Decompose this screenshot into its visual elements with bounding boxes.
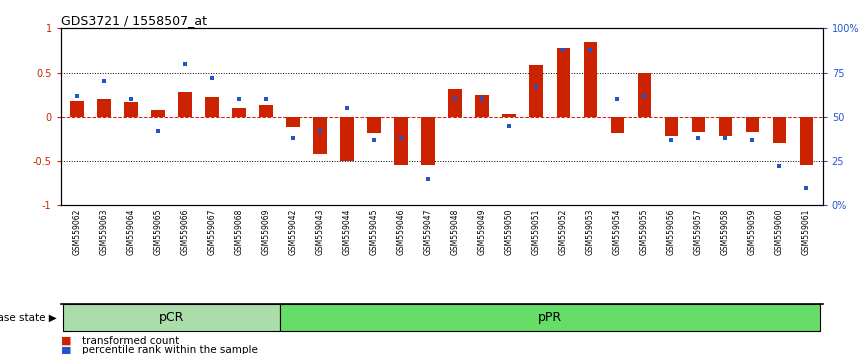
Text: GSM559043: GSM559043 <box>315 209 325 255</box>
Bar <box>97 99 111 117</box>
Text: GSM559062: GSM559062 <box>73 209 81 255</box>
Bar <box>287 117 300 127</box>
Text: GSM559065: GSM559065 <box>153 209 163 255</box>
Text: GSM559044: GSM559044 <box>343 209 352 255</box>
Text: GSM559052: GSM559052 <box>559 209 568 255</box>
Bar <box>205 97 219 117</box>
Bar <box>611 117 624 133</box>
Bar <box>422 117 435 166</box>
Text: GSM559067: GSM559067 <box>208 209 216 255</box>
Bar <box>313 117 326 154</box>
Text: GSM559047: GSM559047 <box>423 209 433 255</box>
Text: GSM559049: GSM559049 <box>478 209 487 255</box>
Bar <box>692 117 705 132</box>
Text: GSM559042: GSM559042 <box>288 209 298 255</box>
Text: GSM559060: GSM559060 <box>775 209 784 255</box>
Text: GSM559048: GSM559048 <box>450 209 460 255</box>
Text: GSM559045: GSM559045 <box>370 209 378 255</box>
Text: pCR: pCR <box>158 311 184 324</box>
Text: GSM559056: GSM559056 <box>667 209 675 255</box>
Bar <box>70 101 84 117</box>
Text: GSM559054: GSM559054 <box>613 209 622 255</box>
Bar <box>449 88 462 117</box>
Text: GSM559068: GSM559068 <box>235 209 243 255</box>
Bar <box>746 117 759 132</box>
Text: GSM559069: GSM559069 <box>262 209 270 255</box>
Text: GSM559051: GSM559051 <box>532 209 540 255</box>
Text: GSM559046: GSM559046 <box>397 209 405 255</box>
Bar <box>502 114 516 117</box>
Bar <box>178 92 191 117</box>
Text: pPR: pPR <box>538 311 562 324</box>
Text: GSM559057: GSM559057 <box>694 209 703 255</box>
Text: GSM559058: GSM559058 <box>721 209 730 255</box>
Text: transformed count: transformed count <box>82 336 179 346</box>
Bar <box>799 117 813 166</box>
Text: GDS3721 / 1558507_at: GDS3721 / 1558507_at <box>61 14 207 27</box>
Bar <box>152 110 165 117</box>
Bar <box>475 95 489 117</box>
Text: ■: ■ <box>61 346 74 354</box>
Bar <box>719 117 732 136</box>
Bar <box>664 117 678 136</box>
Bar <box>259 105 273 117</box>
Bar <box>584 42 597 117</box>
Text: percentile rank within the sample: percentile rank within the sample <box>82 346 258 354</box>
Text: ■: ■ <box>61 336 74 346</box>
Bar <box>557 48 570 117</box>
Text: GSM559050: GSM559050 <box>505 209 514 255</box>
Text: GSM559053: GSM559053 <box>585 209 595 255</box>
Text: GSM559064: GSM559064 <box>126 209 135 255</box>
Bar <box>340 117 354 161</box>
Text: GSM559063: GSM559063 <box>100 209 108 255</box>
Bar <box>124 102 138 117</box>
Bar <box>394 117 408 166</box>
Bar <box>637 73 651 117</box>
Bar <box>367 117 381 133</box>
Text: GSM559055: GSM559055 <box>640 209 649 255</box>
Bar <box>529 65 543 117</box>
Bar <box>232 108 246 117</box>
Text: disease state ▶: disease state ▶ <box>0 313 56 323</box>
Text: GSM559066: GSM559066 <box>180 209 190 255</box>
Bar <box>772 117 786 143</box>
Text: GSM559061: GSM559061 <box>802 209 811 255</box>
Text: GSM559059: GSM559059 <box>748 209 757 255</box>
